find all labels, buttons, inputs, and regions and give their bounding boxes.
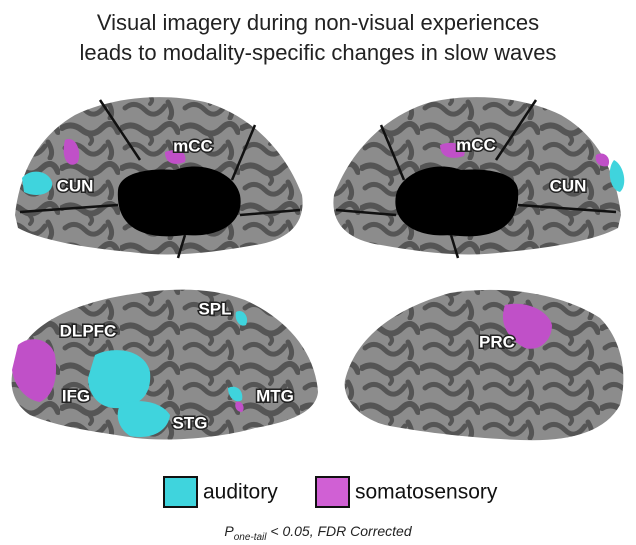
legend-swatch xyxy=(164,477,197,507)
figure: Visual imagery during non-visual experie… xyxy=(0,0,636,545)
region-label: STG xyxy=(173,413,208,432)
title-line: Visual imagery during non-visual experie… xyxy=(97,10,539,35)
brain-left-lateral xyxy=(12,290,318,440)
region-label: CUN xyxy=(550,176,587,195)
legend-swatch xyxy=(316,477,349,507)
region-label: mCC xyxy=(173,136,213,155)
region-label: MTG xyxy=(256,386,294,405)
legend-label: auditory xyxy=(203,481,278,504)
brain-right-lateral xyxy=(345,290,624,440)
region-label: DLPFC xyxy=(60,321,117,340)
region-label: mCC xyxy=(456,135,496,154)
region-label: IFG xyxy=(62,386,90,405)
legend-label: somatosensory xyxy=(355,481,498,504)
region-label: CUN xyxy=(57,176,94,195)
region-label: PRC xyxy=(479,332,515,351)
title-line: leads to modality-specific changes in sl… xyxy=(80,40,557,65)
footnote-subscript: one-tail xyxy=(234,532,268,543)
footnote: Pone-tail < 0.05, FDR Corrected xyxy=(224,523,412,543)
region-label: SPL xyxy=(198,299,231,318)
footnote-text: < 0.05, FDR Corrected xyxy=(267,523,413,539)
